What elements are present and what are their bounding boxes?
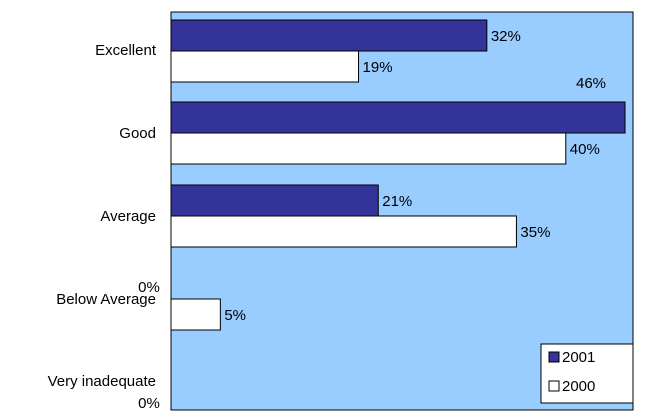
legend: 2001 2000 xyxy=(540,343,634,404)
legend-swatch-2001 xyxy=(548,351,560,363)
legend-label-2000: 2000 xyxy=(562,378,595,395)
value-label-2000-below-average: 5% xyxy=(224,307,246,324)
value-label-2001-excellent: 32% xyxy=(491,28,521,45)
value-label-2000-good: 40% xyxy=(570,141,600,158)
bar-2000-excellent xyxy=(170,50,360,83)
bar-2000-average xyxy=(170,215,517,248)
value-label-2001-good: 46% xyxy=(576,75,606,92)
category-label-good: Good xyxy=(119,125,156,142)
bar-2000-below-average xyxy=(170,298,221,331)
legend-swatch-2000 xyxy=(548,380,560,392)
bar-2001-excellent xyxy=(170,19,488,52)
bar-2001-good xyxy=(170,101,626,134)
category-label-excellent: Excellent xyxy=(95,42,157,59)
bar-2000-good xyxy=(170,132,567,165)
value-label-2001-very-inadequate: 0% xyxy=(138,395,160,412)
value-label-2000-average: 35% xyxy=(520,224,550,241)
category-label-below-average: Below Average xyxy=(56,291,156,308)
value-label-2001-average: 21% xyxy=(382,193,412,210)
category-label-average: Average xyxy=(100,208,156,225)
value-label-2001-below-average: 0% xyxy=(138,279,160,296)
category-label-very-inadequate: Very inadequate xyxy=(48,373,156,390)
value-label-2000-excellent: 19% xyxy=(363,59,393,76)
bar-2001-average xyxy=(170,184,379,217)
legend-label-2001: 2001 xyxy=(562,349,595,366)
